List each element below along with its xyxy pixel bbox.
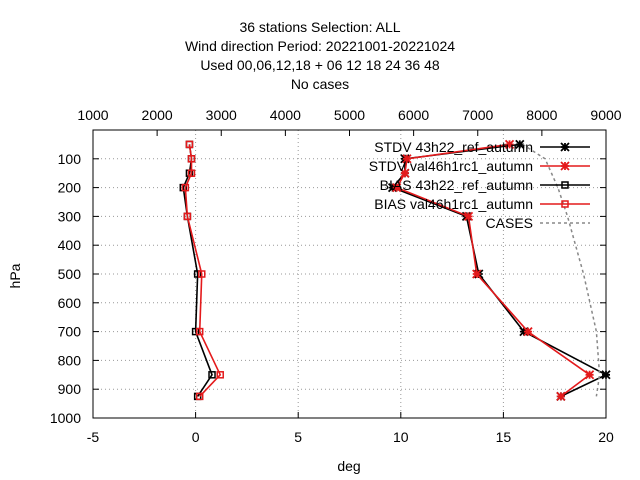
data-point: [181, 183, 190, 192]
data-point: [560, 161, 570, 171]
data-point: [198, 270, 206, 278]
x2-axis-ticks: 1000 2000 3000 4000 5000 6000 7000 8000 9000: [77, 107, 622, 136]
title-line-2: Wind direction Period: 20221001-20221024: [185, 38, 455, 54]
y-tick-label: 700: [58, 324, 82, 340]
y-tick-label: 500: [58, 266, 82, 282]
x2-tick-label: 8000: [526, 107, 557, 123]
y-axis-ticks: 100 200 300 400 500 600 700 800 900 1000: [50, 151, 606, 426]
x2-tick-label: 4000: [270, 107, 301, 123]
data-point: [561, 200, 569, 208]
x-axis-label: deg: [337, 458, 360, 474]
legend-entry-label: BIAS 43h22_ref_autumn: [380, 177, 533, 193]
x-tick-label: 20: [598, 429, 614, 445]
data-point: [387, 182, 398, 193]
data-point: [400, 168, 410, 178]
x2-tick-label: 7000: [462, 107, 493, 123]
series-1: [392, 139, 595, 402]
chart-title: 36 stations Selection: ALL Wind directio…: [185, 19, 455, 92]
data-point: [208, 371, 216, 379]
y-tick-label: 200: [58, 180, 82, 196]
data-point: [392, 182, 402, 193]
series-layer: [179, 139, 611, 402]
data-point: [187, 155, 196, 163]
y-axis-label: hPa: [7, 263, 23, 288]
data-point: [584, 370, 595, 380]
x2-tick-label: 5000: [334, 107, 365, 123]
data-point: [519, 326, 529, 337]
legend: STDV 43h22_ref_autumn STDV val46h1rc1_aut…: [369, 139, 590, 231]
y-tick-label: 600: [58, 295, 82, 311]
data-point: [463, 211, 474, 222]
legend-entry-label: CASES: [486, 215, 533, 231]
title-line-4: No cases: [291, 76, 349, 92]
title-line-1: 36 stations Selection: ALL: [239, 19, 400, 35]
x2-tick-label: 2000: [142, 107, 173, 123]
series-4: [522, 143, 601, 397]
y-tick-label: 800: [58, 352, 82, 368]
legend-entry-label: STDV val46h1rc1_autumn: [369, 158, 533, 174]
x2-tick-label: 6000: [398, 107, 429, 123]
data-point: [185, 140, 194, 149]
data-point: [195, 392, 204, 401]
x-axis-ticks: -5 0 5 10 15 20: [87, 412, 614, 445]
x-tick-label: -5: [87, 429, 100, 445]
data-point: [402, 154, 412, 164]
data-point: [191, 327, 200, 336]
legend-entry-label: STDV 43h22_ref_autumn: [374, 139, 533, 155]
data-point: [216, 371, 224, 379]
data-point: [523, 326, 533, 337]
data-point: [560, 142, 570, 152]
y-tick-label: 1000: [50, 410, 81, 426]
data-point: [183, 212, 192, 221]
title-line-3: Used 00,06,12,18 + 06 12 18 24 36 48: [200, 57, 440, 73]
x2-tick-label: 1000: [77, 107, 108, 123]
legend-entry-label: BIAS val46h1rc1_autumn: [374, 196, 533, 212]
data-point: [504, 139, 515, 150]
data-point: [472, 269, 482, 279]
x2-tick-label: 3000: [206, 107, 237, 123]
x2-tick-label: 9000: [590, 107, 621, 123]
series-line: [184, 144, 222, 397]
y-tick-label: 100: [58, 151, 82, 167]
x-tick-label: 5: [294, 429, 302, 445]
data-point: [187, 169, 196, 177]
series-3: [181, 140, 224, 401]
data-point: [515, 139, 525, 150]
series-line: [522, 143, 601, 397]
data-point: [193, 270, 202, 278]
y-tick-label: 900: [58, 381, 82, 397]
x-tick-label: 10: [393, 429, 409, 445]
data-point: [195, 327, 204, 336]
x-tick-label: 0: [192, 429, 200, 445]
y-tick-label: 300: [58, 208, 82, 224]
data-point: [556, 391, 566, 402]
y-tick-label: 400: [58, 237, 82, 253]
plot-frame: [92, 129, 607, 419]
x-tick-label: 15: [496, 429, 512, 445]
data-point: [561, 181, 569, 189]
